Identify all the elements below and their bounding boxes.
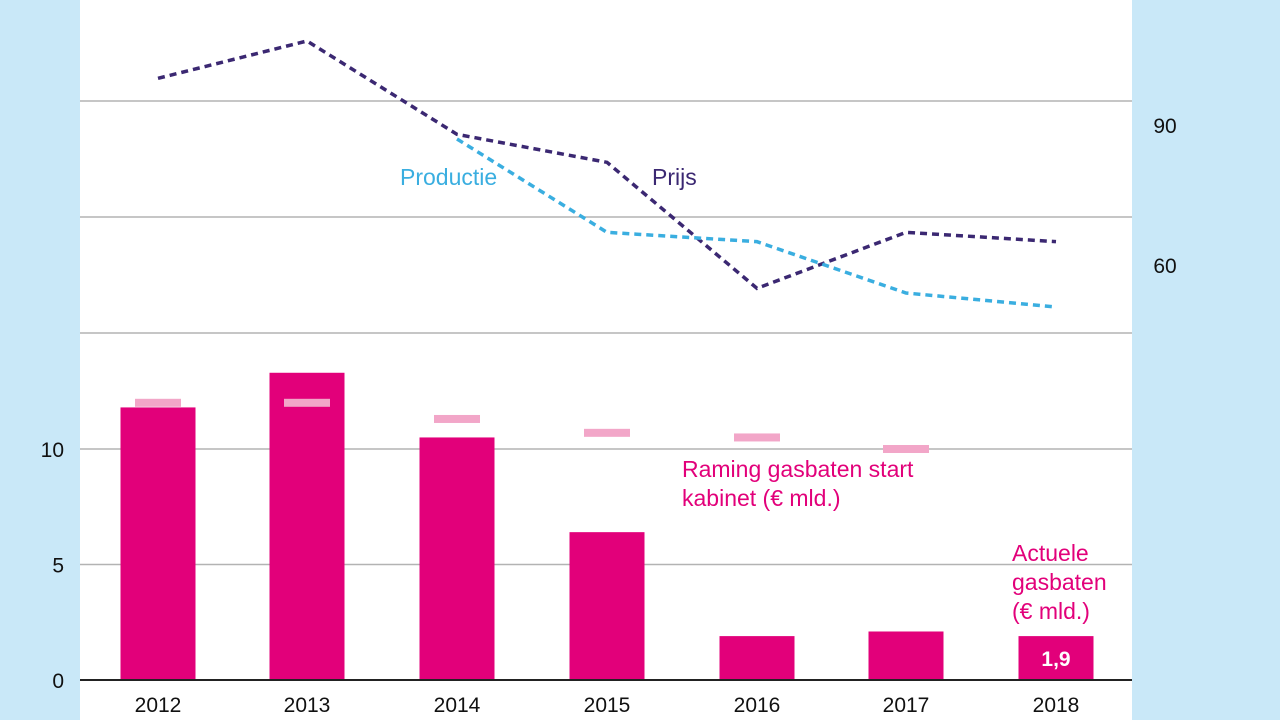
annotations: Productie Prijs Raming gasbaten start ka… (400, 164, 1107, 624)
lines (157, 39, 1057, 309)
x-tick-label: 2017 (883, 694, 930, 717)
x-tick-label: 2014 (434, 694, 481, 717)
annotation-actuele-line3: (€ mld.) (1012, 598, 1090, 624)
series-line-productie (456, 137, 1057, 309)
x-tick-label: 2016 (734, 694, 781, 717)
bar (120, 407, 196, 680)
annotation-actuele-line1: Actuele (1012, 540, 1089, 566)
bars: 1,9 (120, 372, 1094, 680)
annotation-raming-line1: Raming gasbaten start (682, 456, 914, 482)
right-y-tick-label: 60 (1153, 255, 1176, 278)
x-tick-label: 2013 (284, 694, 331, 717)
x-tick-label: 2018 (1033, 694, 1080, 717)
forecast-marker (734, 433, 780, 442)
right-y-tick-label: 90 (1153, 115, 1176, 138)
bar-data-label: 1,9 (1041, 648, 1070, 671)
bar (1018, 636, 1094, 680)
forecast-marker (883, 445, 929, 453)
annotation-prijs: Prijs (652, 164, 697, 190)
forecast-marker (434, 414, 480, 423)
series-line-prijs (157, 39, 1057, 291)
forecast-marker (135, 398, 181, 407)
left-y-tick-label: 5 (52, 555, 64, 578)
axes: 2012 2013 2014 2015 2016 2017 2018 0 5 10 60 90 (41, 115, 1177, 717)
forecast-marker (284, 398, 330, 407)
annotation-productie: Productie (400, 164, 497, 190)
annotation-raming-line2: kabinet (€ mld.) (682, 485, 841, 511)
bar (419, 437, 495, 680)
forecast-marker (584, 428, 630, 437)
annotation-actuele-line2: gasbaten (1012, 569, 1107, 595)
x-tick-label: 2015 (584, 694, 631, 717)
bar (269, 372, 345, 680)
bar (868, 631, 944, 680)
forecast-markers (135, 398, 929, 453)
left-y-tick-label: 10 (41, 439, 64, 462)
x-tick-label: 2012 (135, 694, 182, 717)
left-y-tick-label: 0 (52, 670, 64, 693)
bar (719, 636, 795, 680)
gridlines (80, 100, 1132, 566)
bar (569, 532, 645, 680)
